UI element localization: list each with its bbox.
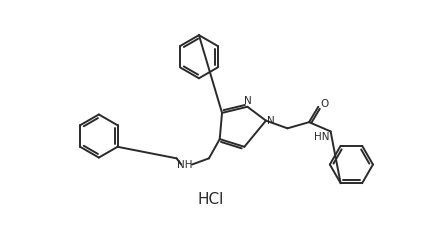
Text: HCl: HCl <box>197 192 224 207</box>
Text: N: N <box>268 116 275 126</box>
Text: N: N <box>244 96 251 106</box>
Text: HN: HN <box>314 132 329 142</box>
Text: O: O <box>321 99 329 109</box>
Text: NH: NH <box>177 159 193 170</box>
